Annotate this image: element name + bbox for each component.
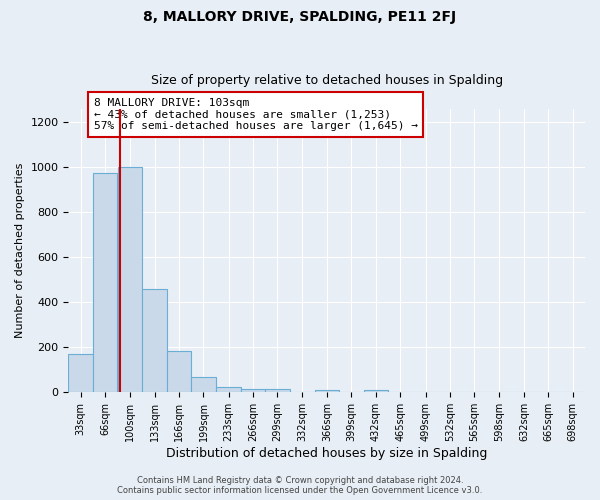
Bar	[118, 168, 142, 392]
Bar	[142, 289, 167, 393]
Bar	[167, 350, 191, 393]
Y-axis label: Number of detached properties: Number of detached properties	[15, 163, 25, 338]
Bar	[364, 390, 388, 392]
Bar	[191, 376, 215, 392]
Bar	[315, 390, 339, 392]
Text: 8 MALLORY DRIVE: 103sqm
← 43% of detached houses are smaller (1,253)
57% of semi: 8 MALLORY DRIVE: 103sqm ← 43% of detache…	[94, 98, 418, 131]
Bar	[265, 389, 290, 392]
Text: 8, MALLORY DRIVE, SPALDING, PE11 2FJ: 8, MALLORY DRIVE, SPALDING, PE11 2FJ	[143, 10, 457, 24]
X-axis label: Distribution of detached houses by size in Spalding: Distribution of detached houses by size …	[166, 447, 487, 460]
Bar	[241, 389, 265, 392]
Title: Size of property relative to detached houses in Spalding: Size of property relative to detached ho…	[151, 74, 503, 87]
Bar	[68, 354, 93, 393]
Bar	[217, 386, 241, 392]
Bar	[93, 173, 117, 392]
Text: Contains HM Land Registry data © Crown copyright and database right 2024.
Contai: Contains HM Land Registry data © Crown c…	[118, 476, 482, 495]
